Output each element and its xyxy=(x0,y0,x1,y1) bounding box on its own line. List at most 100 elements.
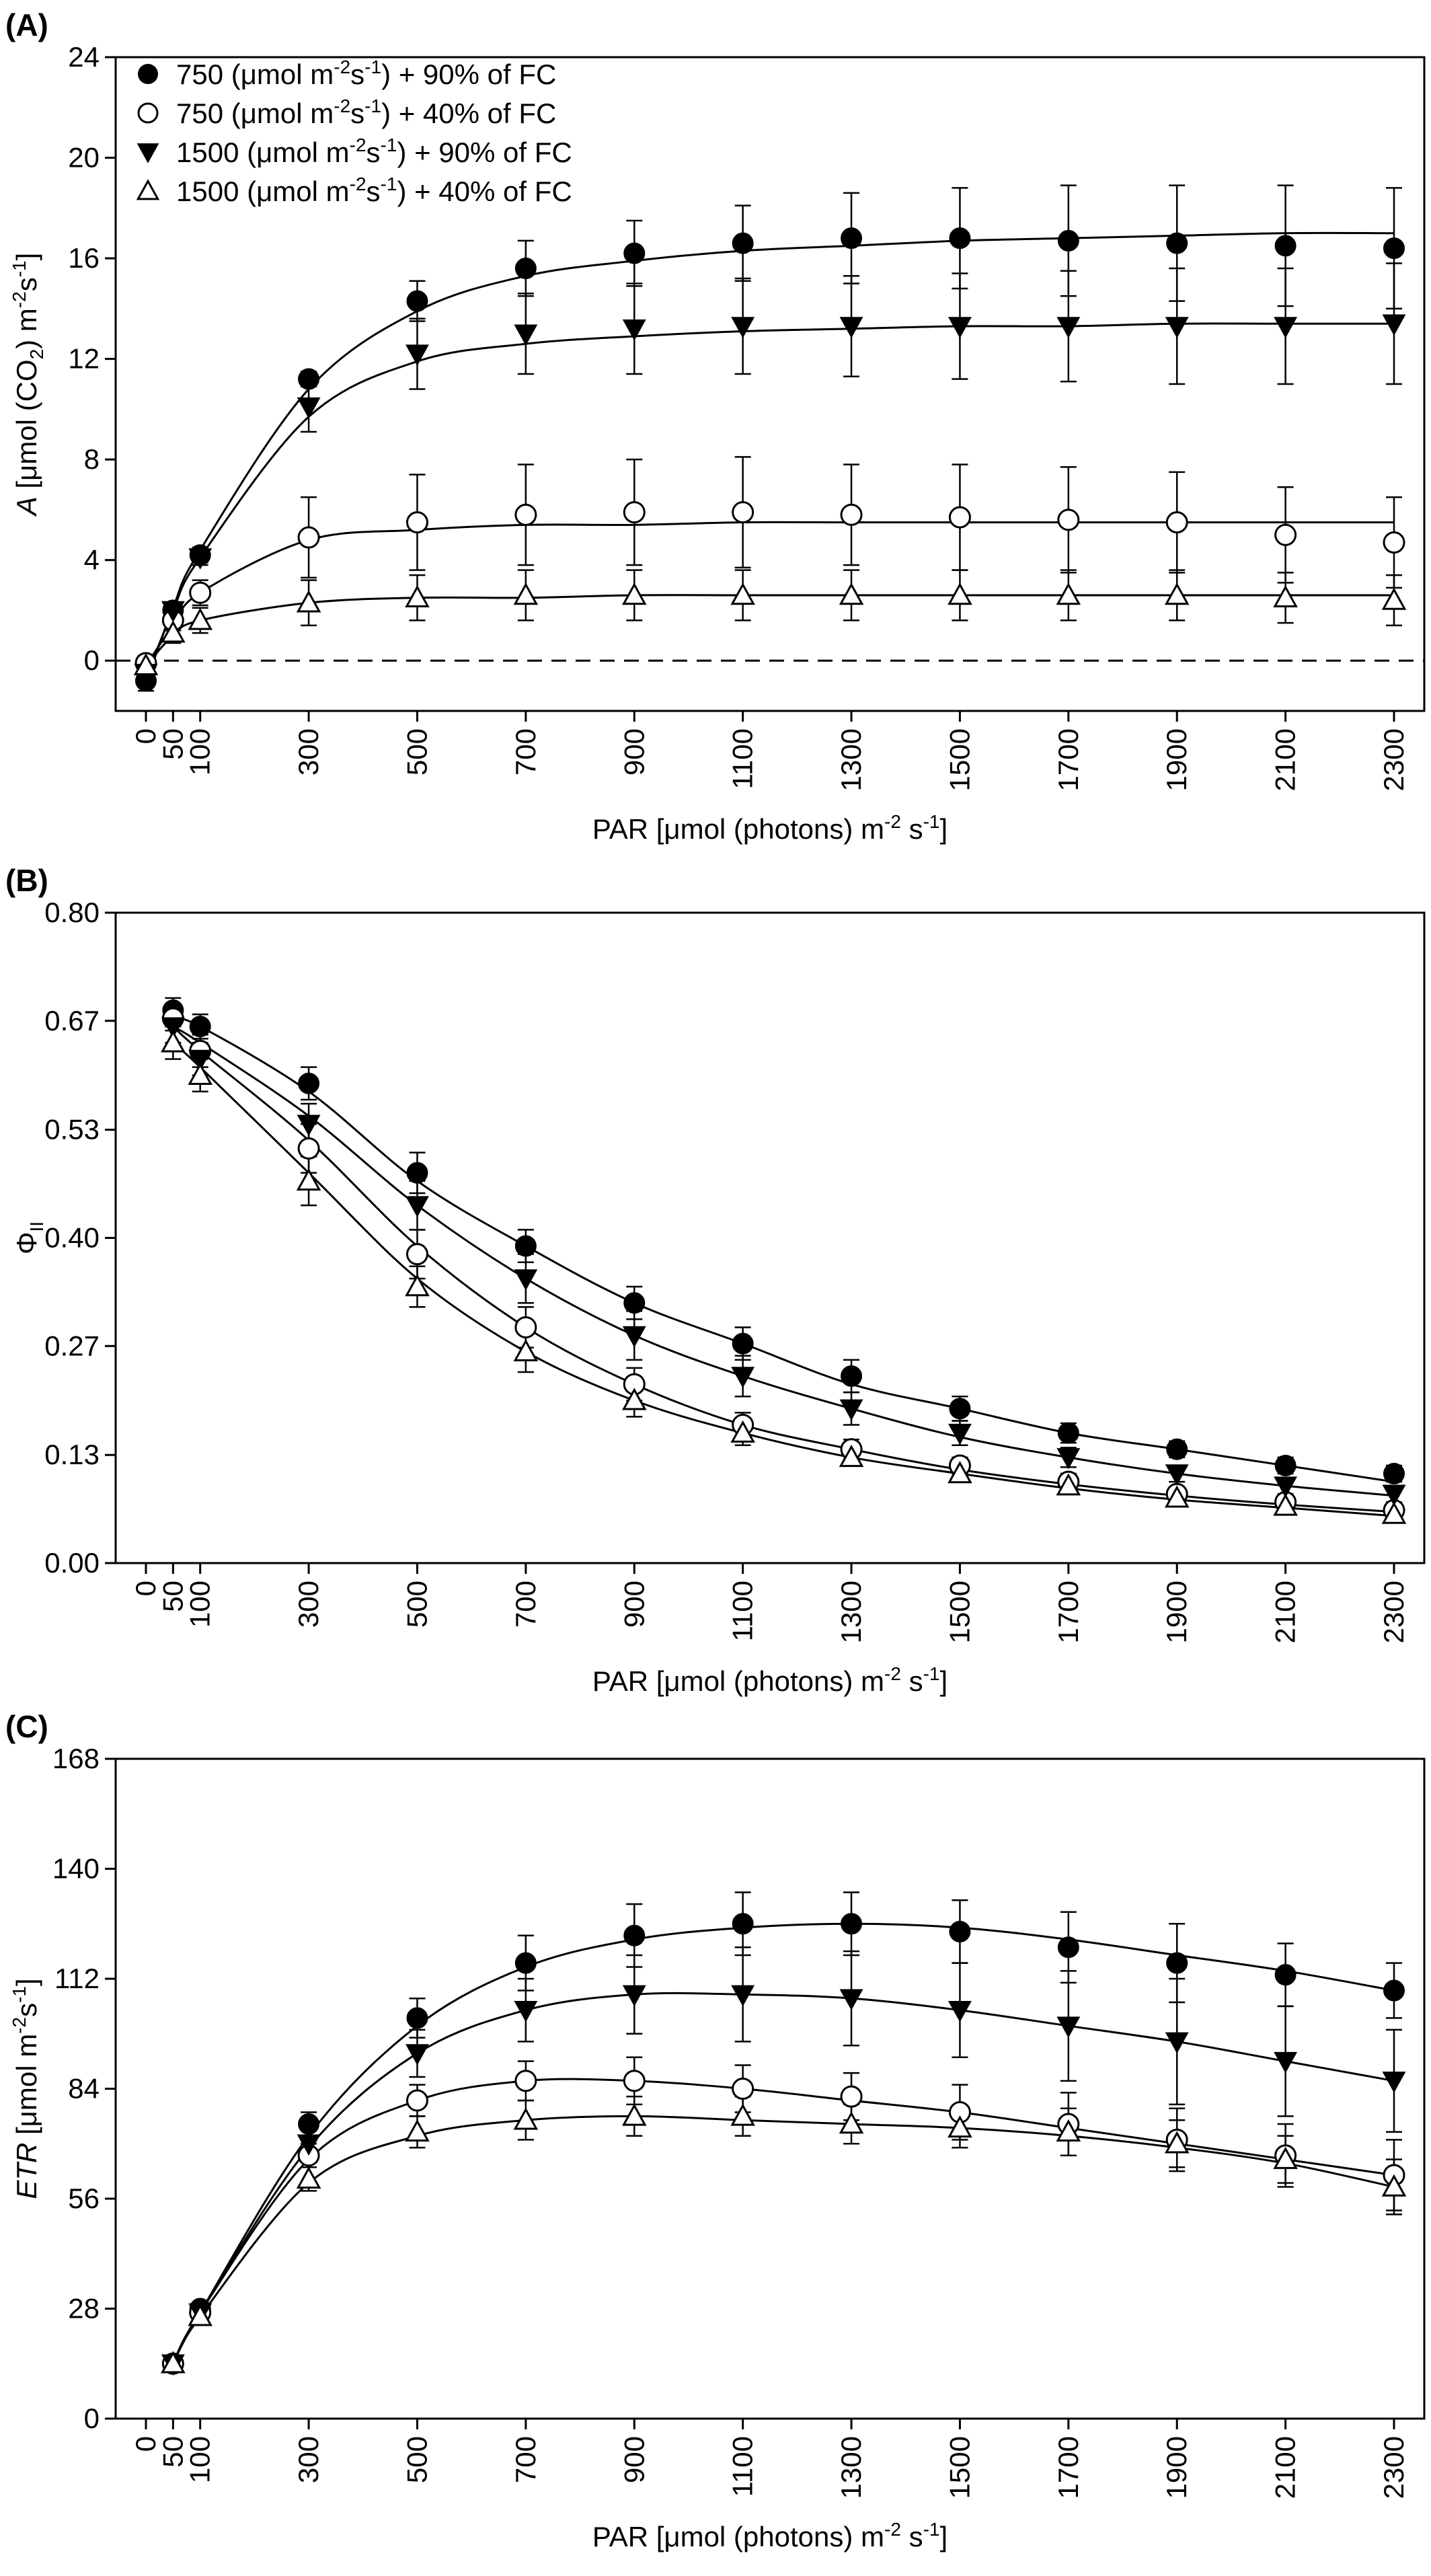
y-tick-label: 16 xyxy=(68,242,100,274)
x-tick-label: 1700 xyxy=(1052,1581,1084,1643)
y-tick-label: 8 xyxy=(84,443,100,475)
data-point-series-3 xyxy=(730,2103,755,2126)
legend-marker xyxy=(137,102,159,124)
data-point-series-1 xyxy=(948,506,971,529)
data-point-series-2 xyxy=(1165,317,1189,338)
data-point-series-2 xyxy=(947,317,972,338)
data-point-series-2 xyxy=(1382,2072,1406,2093)
data-point-series-0 xyxy=(514,258,537,280)
data-point-series-0 xyxy=(949,1920,971,1942)
data-point-series-2 xyxy=(839,1989,863,2011)
x-tick-label: 900 xyxy=(618,2436,650,2483)
x-tick-label: 700 xyxy=(510,1581,541,1628)
data-point-series-1 xyxy=(1057,508,1080,531)
legend-marker xyxy=(137,143,159,163)
x-tick-label: 300 xyxy=(293,2436,324,2483)
y-tick-label: 24 xyxy=(68,41,100,73)
y-tick-label: 0.00 xyxy=(44,1547,100,1579)
x-tick-label: 1300 xyxy=(835,728,867,791)
data-point-series-0 xyxy=(1166,1438,1188,1460)
data-point-series-2 xyxy=(947,2000,972,2022)
data-point-series-2 xyxy=(731,1985,755,2007)
data-point-series-1 xyxy=(840,503,863,526)
data-point-series-2 xyxy=(1382,314,1406,336)
x-tick-label: 50 xyxy=(157,728,188,760)
data-point-series-0 xyxy=(1166,1952,1188,1974)
data-point-series-2 xyxy=(1165,1464,1189,1486)
data-point-series-1 xyxy=(297,526,320,549)
data-point-series-0 xyxy=(1274,1964,1297,1986)
x-tick-label: 2300 xyxy=(1378,1581,1409,1643)
x-tick-label: 1100 xyxy=(727,1581,759,1641)
data-point-series-3 xyxy=(1056,582,1081,605)
data-point-series-2 xyxy=(514,2000,538,2022)
x-tick-label: 0 xyxy=(130,1581,161,1596)
x-tick-label: 1700 xyxy=(1052,728,1084,791)
data-point-series-2 xyxy=(622,1326,646,1348)
legend-marker xyxy=(136,179,160,200)
data-point-series-0 xyxy=(1057,1936,1079,1959)
x-tick-label: 300 xyxy=(293,1581,324,1628)
y-tick-label: 140 xyxy=(52,1853,100,1885)
data-point-series-3 xyxy=(513,2107,539,2130)
legend-label-0: 750 (μmol m-2s-1) + 90% of FC xyxy=(176,56,556,90)
data-point-series-2 xyxy=(161,601,185,623)
y-tick-label: 0 xyxy=(84,2402,100,2434)
x-axis-title: PAR [μmol (photons) m-2 s-1] xyxy=(592,2519,947,2552)
data-point-series-2 xyxy=(405,344,429,366)
data-point-series-3 xyxy=(188,607,212,630)
data-point-series-1 xyxy=(405,511,428,534)
x-tick-label: 900 xyxy=(618,728,650,775)
plot-frame xyxy=(114,911,1426,1564)
data-point-series-0 xyxy=(514,1952,537,1974)
y-tick-label: 20 xyxy=(68,142,100,174)
data-point-series-3 xyxy=(296,590,321,613)
fit-curve-3 xyxy=(172,2115,1395,2364)
x-tick-label: 500 xyxy=(401,1581,432,1628)
fit-curve-2 xyxy=(172,1992,1395,2364)
plot-frame xyxy=(114,1757,1426,2420)
fit-curve-0 xyxy=(172,1017,1395,1483)
y-axis-title: ΦII xyxy=(11,1221,47,1254)
data-point-series-3 xyxy=(621,582,647,605)
x-tick-label: 1500 xyxy=(943,2436,975,2499)
legend: 750 (μmol m-2s-1) + 90% of FC 750 (μmol m… xyxy=(136,56,572,207)
x-tick-label: 700 xyxy=(510,2436,541,2483)
data-point-series-1 xyxy=(623,501,646,524)
data-point-series-2 xyxy=(731,317,755,338)
data-point-series-1 xyxy=(514,1316,537,1338)
data-point-series-2 xyxy=(297,2134,321,2156)
data-point-series-2 xyxy=(405,2044,429,2066)
y-tick-label: 28 xyxy=(68,2293,100,2324)
data-point-series-3 xyxy=(1273,1493,1298,1516)
x-tick-label: 1500 xyxy=(943,1581,975,1643)
data-point-series-2 xyxy=(514,1269,538,1291)
x-tick-label: 300 xyxy=(293,728,324,775)
data-point-series-1 xyxy=(514,2070,537,2092)
x-tick-label: 1900 xyxy=(1161,2436,1192,2499)
data-point-series-2 xyxy=(514,324,538,346)
x-tick-label: 2300 xyxy=(1378,728,1409,791)
fit-curve-2 xyxy=(145,322,1394,679)
data-point-series-0 xyxy=(1383,1979,1405,2002)
data-point-series-1 xyxy=(189,581,212,604)
data-point-series-1 xyxy=(405,1243,428,1266)
data-point-series-3 xyxy=(730,582,755,605)
x-tick-label: 1700 xyxy=(1052,2436,1084,2499)
y-tick-label: 112 xyxy=(54,1963,100,1994)
data-point-series-3 xyxy=(1164,582,1190,605)
data-point-series-0 xyxy=(298,2113,320,2135)
data-point-series-1 xyxy=(840,2085,863,2108)
data-point-series-2 xyxy=(622,1985,646,2007)
data-point-series-3 xyxy=(1164,1485,1190,1508)
data-point-series-3 xyxy=(839,2111,864,2134)
data-point-series-0 xyxy=(841,227,863,250)
data-point-series-0 xyxy=(949,227,971,250)
data-point-series-3 xyxy=(839,1445,864,1468)
data-point-series-2 xyxy=(1382,1484,1406,1507)
panel-label: (C) xyxy=(5,1709,48,1744)
data-point-series-1 xyxy=(732,501,755,524)
data-point-series-1 xyxy=(1274,523,1297,546)
y-tick-label: 84 xyxy=(68,2073,100,2105)
